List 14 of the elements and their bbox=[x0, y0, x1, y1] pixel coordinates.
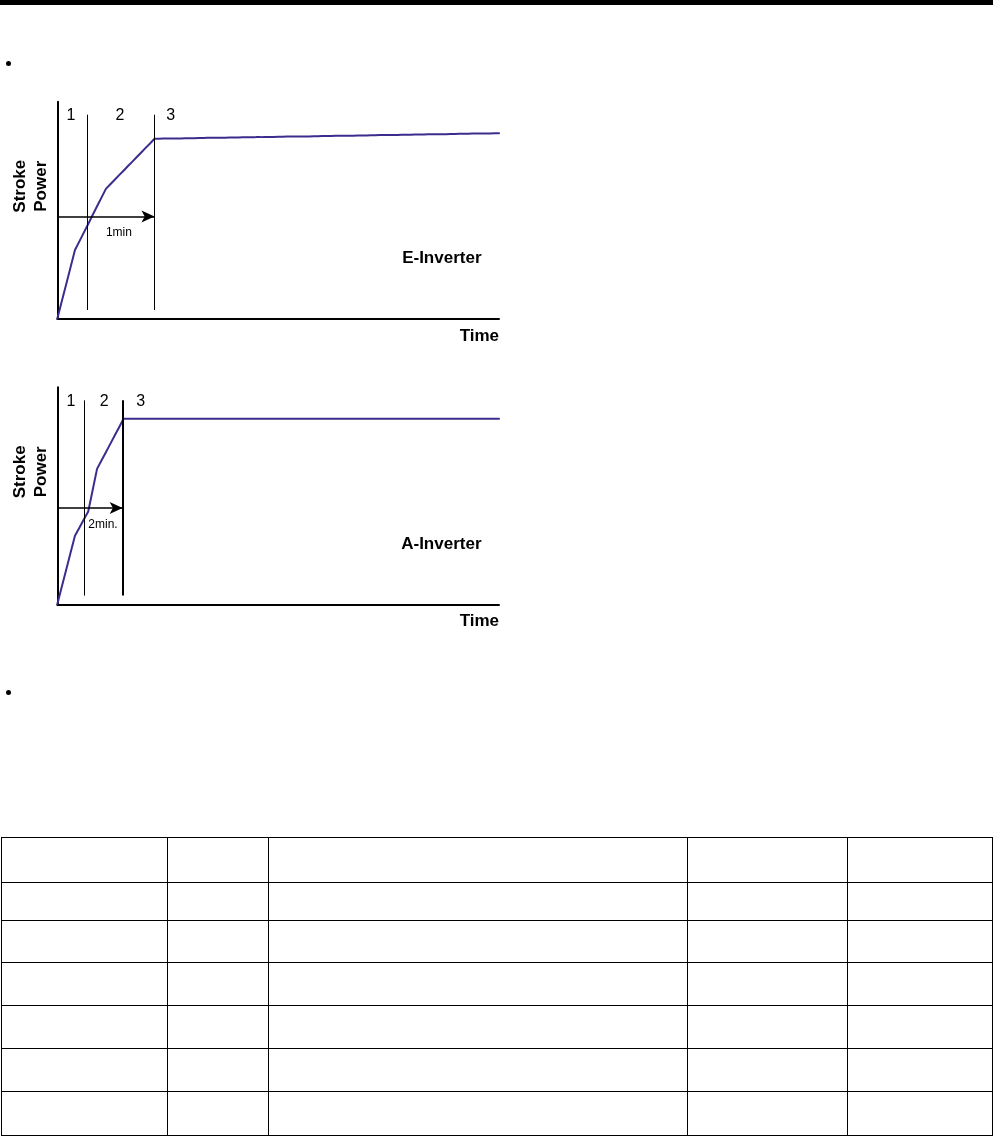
text: 2 bbox=[115, 106, 125, 124]
text: 1 bbox=[66, 391, 76, 409]
y-axis-title: Stroke Power bbox=[10, 445, 51, 499]
text: A-Inverter bbox=[401, 534, 482, 554]
annotation: 2min. bbox=[88, 516, 118, 531]
y-axis-title: Stroke Power bbox=[10, 159, 51, 213]
x-axis-title: Time bbox=[459, 325, 499, 345]
text: 3 bbox=[166, 106, 176, 124]
text: E-Inverter bbox=[402, 248, 482, 268]
text: 1 bbox=[66, 106, 76, 124]
text: 2 bbox=[99, 391, 109, 409]
x-axis-title: Time bbox=[459, 611, 499, 631]
text: 3 bbox=[136, 391, 146, 409]
annotation: 1min bbox=[105, 225, 132, 240]
